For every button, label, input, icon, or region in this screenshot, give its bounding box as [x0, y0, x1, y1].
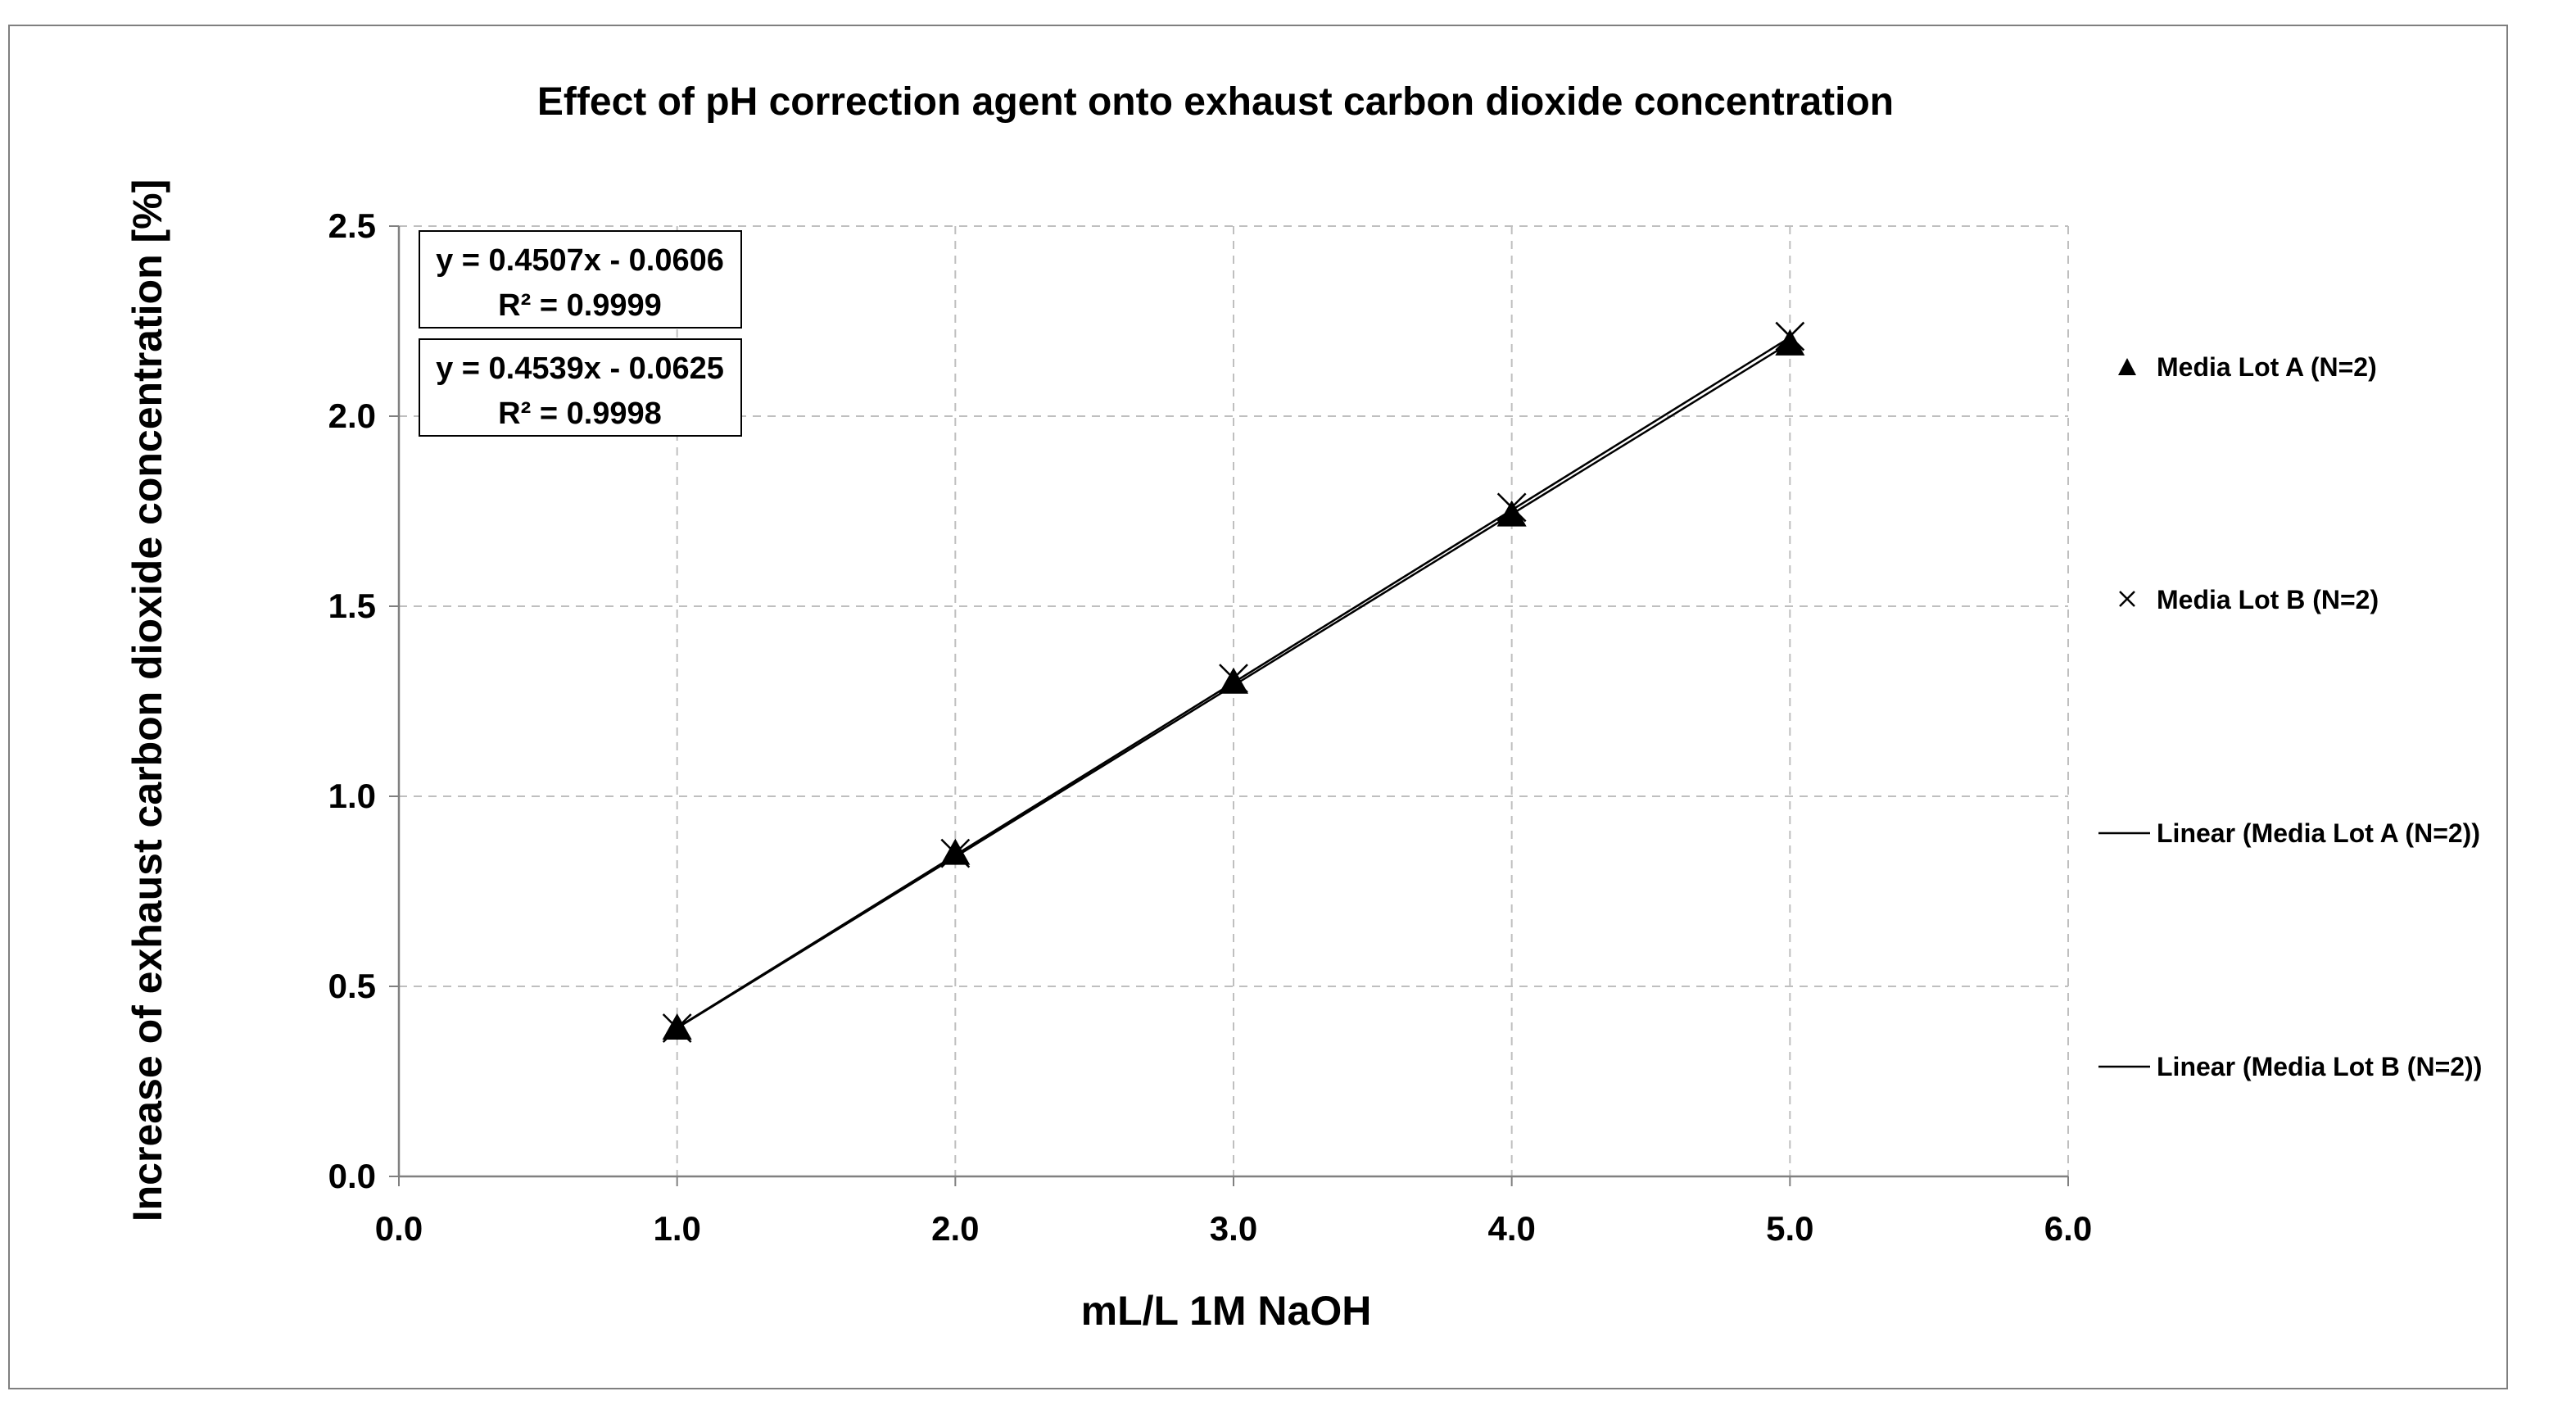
legend-label-linear-lot-b: Linear (Media Lot B (N=2)) [2157, 1052, 2482, 1081]
equation-lot-b: y = 0.4539x - 0.0625 [436, 351, 724, 386]
legend: Media Lot A (N=2) Media Lot B (N=2) Line… [2098, 352, 2482, 1081]
x-mark-stroke [1496, 492, 1527, 523]
equation-lot-a: y = 0.4507x - 0.0606 [436, 243, 724, 278]
y-tick-label: 0.0 [328, 1157, 376, 1195]
x-mark-stroke [940, 838, 971, 868]
legend-item-lot-a: Media Lot A (N=2) [2118, 352, 2377, 382]
x-tick-label: 5.0 [1766, 1209, 1813, 1248]
x-mark-stroke [1775, 321, 1805, 351]
data-point-lot-a [662, 1013, 692, 1040]
x-mark-stroke [1219, 664, 1248, 694]
equation-box-lot-a: y = 0.4507x - 0.0606 R² = 0.9999 [419, 230, 742, 329]
data-point-lot-a [940, 838, 971, 865]
legend-item-linear-lot-b: Linear (Media Lot B (N=2)) [2098, 1052, 2482, 1081]
data-point-lot-b [1219, 664, 1248, 694]
y-axis-title: Increase of exhaust carbon dioxide conce… [124, 179, 170, 1222]
r-squared-lot-a: R² = 0.9999 [498, 288, 662, 323]
data-points [662, 321, 1805, 1043]
chart-title: Effect of pH correction agent onto exhau… [537, 80, 1894, 124]
data-point-lot-b [1496, 492, 1527, 523]
x-tick-label: 3.0 [1210, 1209, 1257, 1248]
data-point-lot-b [662, 1013, 692, 1043]
tick-labels: 0.0 1.0 2.0 3.0 4.0 5.0 6.0 0.0 0.5 1.0 1.5 2.0 2.5 [328, 206, 2093, 1248]
data-point-lot-b [1775, 321, 1805, 351]
y-tick-label: 1.5 [328, 587, 376, 625]
triangle-marker-icon [2118, 358, 2136, 375]
legend-label-linear-lot-a: Linear (Media Lot A (N=2)) [2157, 818, 2480, 848]
data-point-lot-a [1496, 500, 1527, 527]
y-tick-label: 0.5 [328, 967, 376, 1005]
r-squared-lot-b: R² = 0.9998 [498, 397, 662, 431]
grid [399, 225, 2069, 1176]
y-tick-label: 1.0 [328, 777, 376, 815]
x-tick-label: 4.0 [1487, 1209, 1535, 1248]
legend-item-lot-b: Media Lot B (N=2) [2119, 585, 2379, 614]
equation-box-lot-b: y = 0.4539x - 0.0625 R² = 0.9998 [419, 338, 742, 437]
axes [389, 225, 2069, 1186]
x-tick-label: 1.0 [653, 1209, 700, 1248]
legend-item-linear-lot-a: Linear (Media Lot A (N=2)) [2098, 818, 2480, 848]
x-tick-label: 2.0 [931, 1209, 979, 1248]
legend-label-lot-a: Media Lot A (N=2) [2157, 352, 2377, 382]
x-mark-stroke [662, 1013, 692, 1043]
y-tick-label: 2.5 [328, 206, 376, 245]
x-marker-icon [2119, 591, 2135, 607]
legend-label-lot-b: Media Lot B (N=2) [2157, 585, 2379, 614]
x-tick-label: 0.0 [375, 1209, 423, 1248]
data-point-lot-b [940, 838, 971, 868]
y-tick-label: 2.0 [328, 397, 376, 435]
data-point-lot-a [1775, 329, 1805, 356]
x-tick-label: 6.0 [2044, 1209, 2092, 1248]
x-axis-title: mL/L 1M NaOH [1081, 1288, 1372, 1334]
